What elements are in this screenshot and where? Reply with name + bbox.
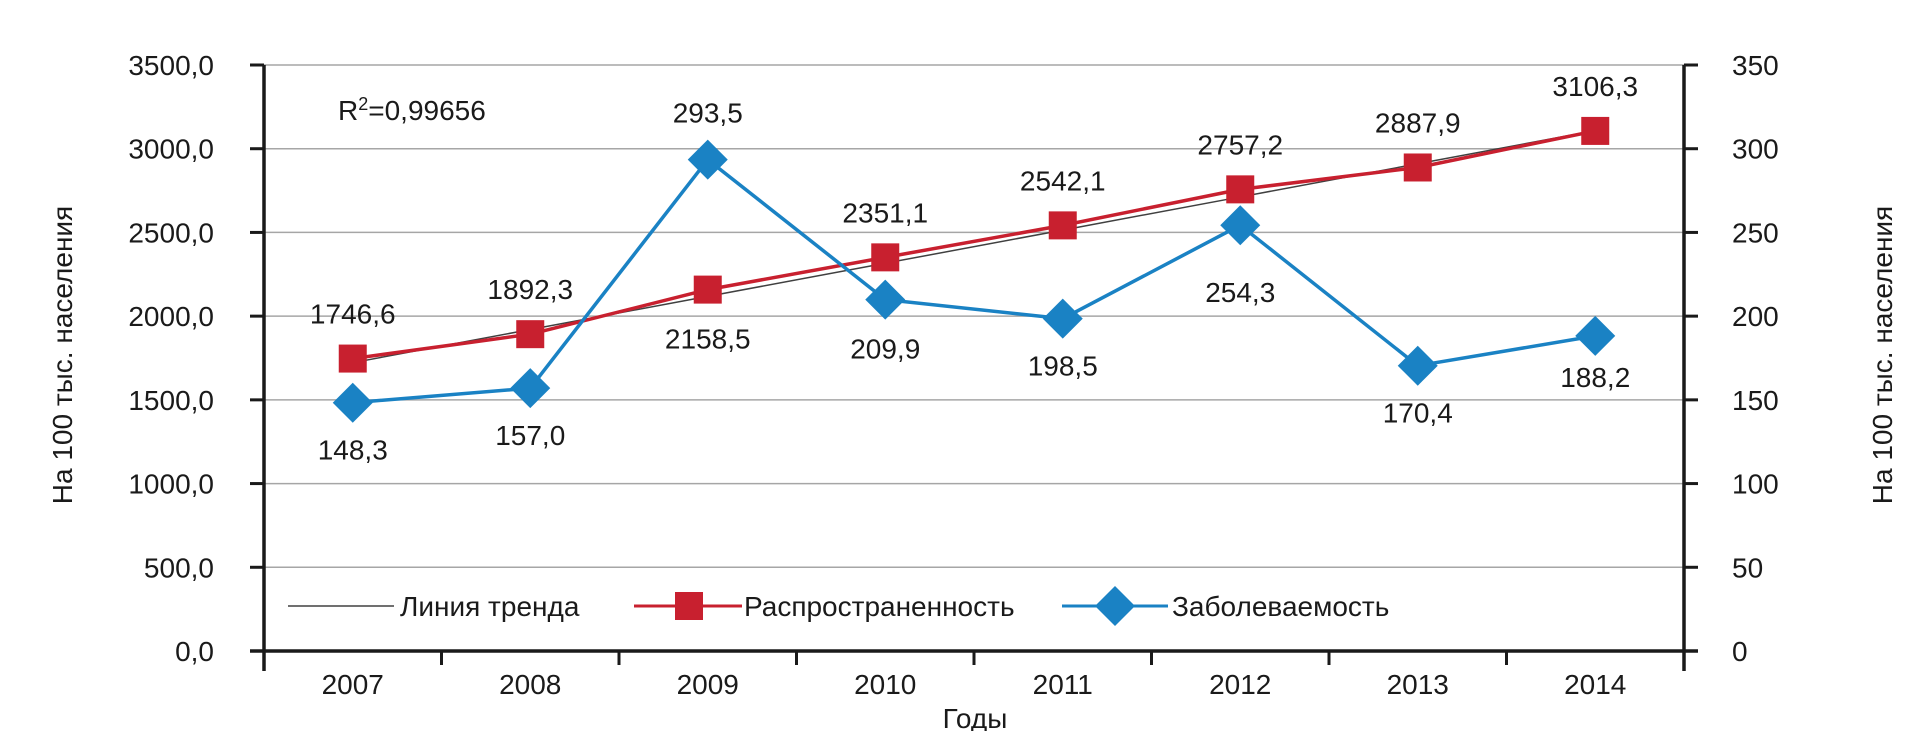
- prevalence-point: [516, 320, 545, 349]
- prevalence-data-label: 3106,3: [1552, 71, 1638, 102]
- x-axis-ticks: 2007 2008 2009 2010 2011 2012 2013 2014: [322, 669, 1627, 700]
- incidence-point: [687, 139, 728, 180]
- prevalence-data-label: 1746,6: [310, 299, 396, 330]
- y-left-tick-label: 2500,0: [128, 217, 214, 248]
- y-axis-left-title: На 100 тыс. населения: [47, 206, 78, 504]
- prevalence-point: [1048, 211, 1077, 240]
- x-tick-label: 2007: [322, 669, 384, 700]
- y-left-tick-label: 3000,0: [128, 134, 214, 165]
- legend-item-incidence: Заболеваемость: [1062, 586, 1389, 626]
- prevalence-point: [1581, 116, 1610, 145]
- incidence-point: [1220, 205, 1261, 246]
- prevalence-data-label: 2887,9: [1375, 107, 1461, 138]
- legend-item-trend: Линия тренда: [288, 591, 580, 622]
- x-tick-label: 2008: [499, 669, 561, 700]
- legend-label-trend: Линия тренда: [400, 591, 580, 622]
- y-right-tick-label: 350: [1732, 50, 1779, 81]
- prevalence-point: [693, 275, 722, 304]
- incidence-point: [1575, 315, 1616, 356]
- prevalence-data-label: 2351,1: [842, 197, 928, 228]
- incidence-data-label: 157,0: [495, 420, 565, 451]
- r-squared-annotation: R2=0,99656: [338, 94, 486, 126]
- y-left-tick-label: 1000,0: [128, 469, 214, 500]
- incidence-point: [865, 279, 906, 320]
- incidence-data-label: 148,3: [318, 435, 388, 466]
- incidence-point: [1042, 298, 1083, 339]
- x-tick-label: 2014: [1564, 669, 1626, 700]
- prevalence-point: [338, 344, 367, 373]
- prevalence-point: [871, 243, 900, 272]
- incidence-data-label: 198,5: [1028, 351, 1098, 382]
- incidence-data-label: 170,4: [1383, 398, 1453, 429]
- legend-incidence-marker: [1095, 586, 1135, 626]
- incidence-data-label: 254,3: [1205, 277, 1275, 308]
- y-axis-right-title: На 100 тыс. населения: [1867, 206, 1898, 504]
- x-tick-label: 2010: [854, 669, 916, 700]
- y-right-tick-label: 300: [1732, 134, 1779, 165]
- y-axis-left-ticks: 0,0 500,0 1000,0 1500,0 2000,0 2500,0 3000,0 35…: [128, 50, 214, 667]
- y-left-tick-label: 500,0: [144, 552, 214, 583]
- y-right-tick-label: 50: [1732, 552, 1763, 583]
- y-right-tick-label: 0: [1732, 636, 1748, 667]
- x-tick-label: 2009: [677, 669, 739, 700]
- incidence-point: [1397, 345, 1438, 386]
- incidence-data-label: 293,5: [673, 98, 743, 129]
- axes: [250, 63, 1698, 671]
- legend-item-prevalence: Распространенность: [634, 591, 1015, 622]
- incidence-point: [510, 368, 551, 409]
- gridlines: [264, 64, 1684, 569]
- incidence-point: [332, 382, 373, 423]
- series-line-1: [352, 129, 1596, 361]
- y-left-tick-label: 3500,0: [128, 50, 214, 81]
- prevalence-point: [1403, 153, 1432, 182]
- y-right-tick-label: 150: [1732, 385, 1779, 416]
- series-line-0: [352, 129, 1596, 364]
- prevalence-data-label: 2158,5: [665, 324, 751, 355]
- legend-prevalence-marker: [675, 592, 703, 620]
- x-tick-label: 2011: [1033, 669, 1093, 700]
- prevalence-point: [1226, 175, 1255, 204]
- prevalence-data-label: 2757,2: [1197, 129, 1283, 160]
- legend-label-incidence: Заболеваемость: [1172, 591, 1389, 622]
- incidence-data-label: 188,2: [1560, 362, 1630, 393]
- legend-label-prevalence: Распространенность: [744, 591, 1015, 622]
- data-labels: 1746,6 1892,3 2158,5 2351,1 2542,1 2757,2 2887…: [310, 71, 1638, 466]
- y-right-tick-label: 250: [1732, 217, 1779, 248]
- x-tick-label: 2012: [1209, 669, 1271, 700]
- x-tick-label: 2013: [1387, 669, 1449, 700]
- y-left-tick-label: 2000,0: [128, 301, 214, 332]
- incidence-data-label: 209,9: [850, 334, 920, 365]
- series-layer: [332, 116, 1616, 423]
- prevalence-data-label: 2542,1: [1020, 165, 1106, 196]
- legend: Линия тренда Распространенность Заболева…: [288, 586, 1389, 626]
- y-left-tick-label: 1500,0: [128, 385, 214, 416]
- prevalence-data-label: 1892,3: [487, 274, 573, 305]
- y-right-tick-label: 100: [1732, 469, 1779, 500]
- y-axis-right-ticks: 0 50 100 150 200 250 300 350: [1732, 50, 1779, 667]
- x-axis-title: Годы: [943, 703, 1008, 731]
- y-left-tick-label: 0,0: [175, 636, 214, 667]
- series-line-2: [352, 157, 1596, 405]
- y-right-tick-label: 200: [1732, 301, 1779, 332]
